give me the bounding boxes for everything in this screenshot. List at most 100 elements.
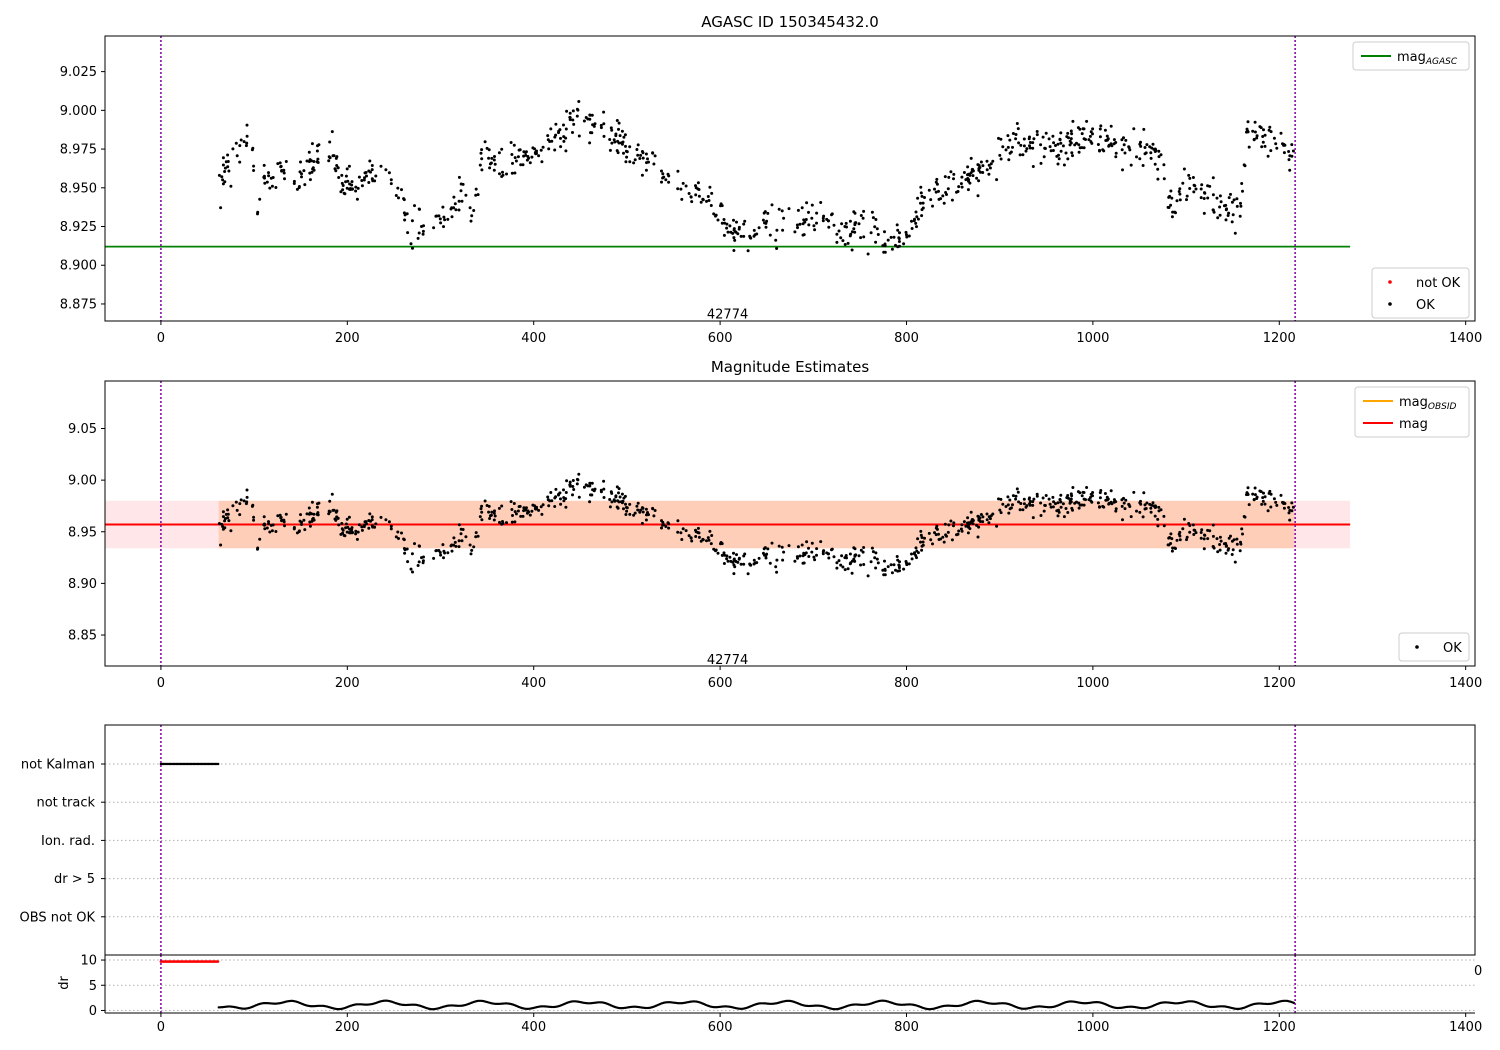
data-point (1015, 487, 1019, 491)
data-point (1110, 502, 1114, 506)
data-point (1291, 149, 1295, 153)
data-point (493, 509, 496, 513)
data-point (553, 135, 557, 139)
data-point (1266, 154, 1270, 158)
data-point (640, 521, 644, 525)
data-point (278, 161, 282, 165)
data-point (775, 247, 779, 250)
data-point (1246, 129, 1249, 133)
data-point (1132, 127, 1136, 131)
data-point (442, 215, 446, 219)
data-point (1177, 532, 1181, 536)
data-point (652, 162, 656, 166)
data-point (843, 556, 847, 560)
data-point (723, 221, 727, 225)
data-point (722, 233, 726, 237)
data-point (815, 211, 819, 215)
data-point (848, 552, 852, 556)
data-point (1153, 514, 1157, 518)
data-point (1199, 536, 1203, 540)
data-point (1099, 489, 1103, 492)
data-point (571, 109, 575, 113)
data-point (339, 190, 343, 194)
data-point (610, 128, 614, 132)
data-point (528, 161, 532, 165)
data-point (667, 180, 671, 184)
data-point (726, 559, 730, 563)
data-point (403, 218, 407, 222)
data-point (777, 544, 781, 548)
data-point (1031, 165, 1035, 168)
data-point (284, 512, 288, 516)
data-point (449, 544, 453, 548)
data-point (292, 182, 296, 185)
data-point (1070, 151, 1074, 155)
data-point (787, 544, 791, 548)
data-point (807, 546, 810, 550)
data-point (800, 206, 804, 210)
data-point (1206, 184, 1210, 188)
data-point (931, 204, 934, 208)
data-point (493, 514, 497, 518)
data-point (957, 185, 961, 189)
data-point (1157, 149, 1161, 153)
data-point (1240, 182, 1244, 185)
data-point (1235, 204, 1239, 208)
data-point (1057, 157, 1061, 161)
data-point (962, 520, 966, 524)
data-point (1006, 134, 1010, 138)
data-point (328, 140, 332, 144)
panel-agasc-magnitude: AGASC ID 150345432.0 8.875 8.900 8.925 8.95… (60, 13, 1482, 346)
data-point (1193, 184, 1197, 188)
data-point (480, 518, 484, 522)
data-point (370, 524, 374, 528)
x-tick-label: 200 (335, 331, 360, 346)
data-point (344, 522, 348, 526)
data-point (644, 168, 648, 172)
data-point (826, 552, 830, 556)
data-point (732, 236, 736, 240)
data-point (748, 236, 752, 240)
data-point (801, 554, 805, 558)
data-point (969, 510, 973, 514)
data-point (1068, 139, 1072, 143)
data-point (588, 113, 592, 117)
data-point (1175, 199, 1179, 203)
data-point (989, 162, 993, 166)
data-point (613, 499, 617, 503)
data-point (802, 551, 806, 555)
data-point (761, 551, 765, 555)
data-point (910, 219, 913, 223)
legend-label: not OK (1416, 276, 1461, 291)
data-point (1279, 493, 1283, 497)
data-point (862, 563, 866, 566)
data-point (610, 500, 614, 504)
data-point (801, 222, 805, 226)
data-point (1043, 146, 1047, 150)
legend-box (1398, 632, 1470, 662)
data-point (937, 189, 940, 193)
data-point (460, 199, 464, 203)
data-point (943, 522, 947, 526)
data-point (1019, 143, 1023, 147)
data-point (1016, 127, 1020, 131)
data-point (832, 555, 836, 559)
data-point (898, 244, 901, 248)
data-point (516, 509, 520, 513)
data-point (625, 509, 629, 513)
data-point (488, 517, 492, 520)
data-point (1143, 152, 1147, 156)
data-point (902, 567, 906, 571)
data-point (705, 539, 708, 543)
data-point (274, 186, 278, 189)
data-point (245, 495, 249, 499)
data-point (468, 206, 472, 210)
data-point (628, 145, 632, 149)
data-point (1263, 495, 1267, 499)
data-point (1022, 137, 1026, 141)
x-tick-label: 1000 (1076, 676, 1109, 691)
data-point (844, 221, 848, 225)
data-point (1187, 173, 1191, 177)
data-point (644, 507, 648, 511)
data-point (1177, 190, 1181, 193)
